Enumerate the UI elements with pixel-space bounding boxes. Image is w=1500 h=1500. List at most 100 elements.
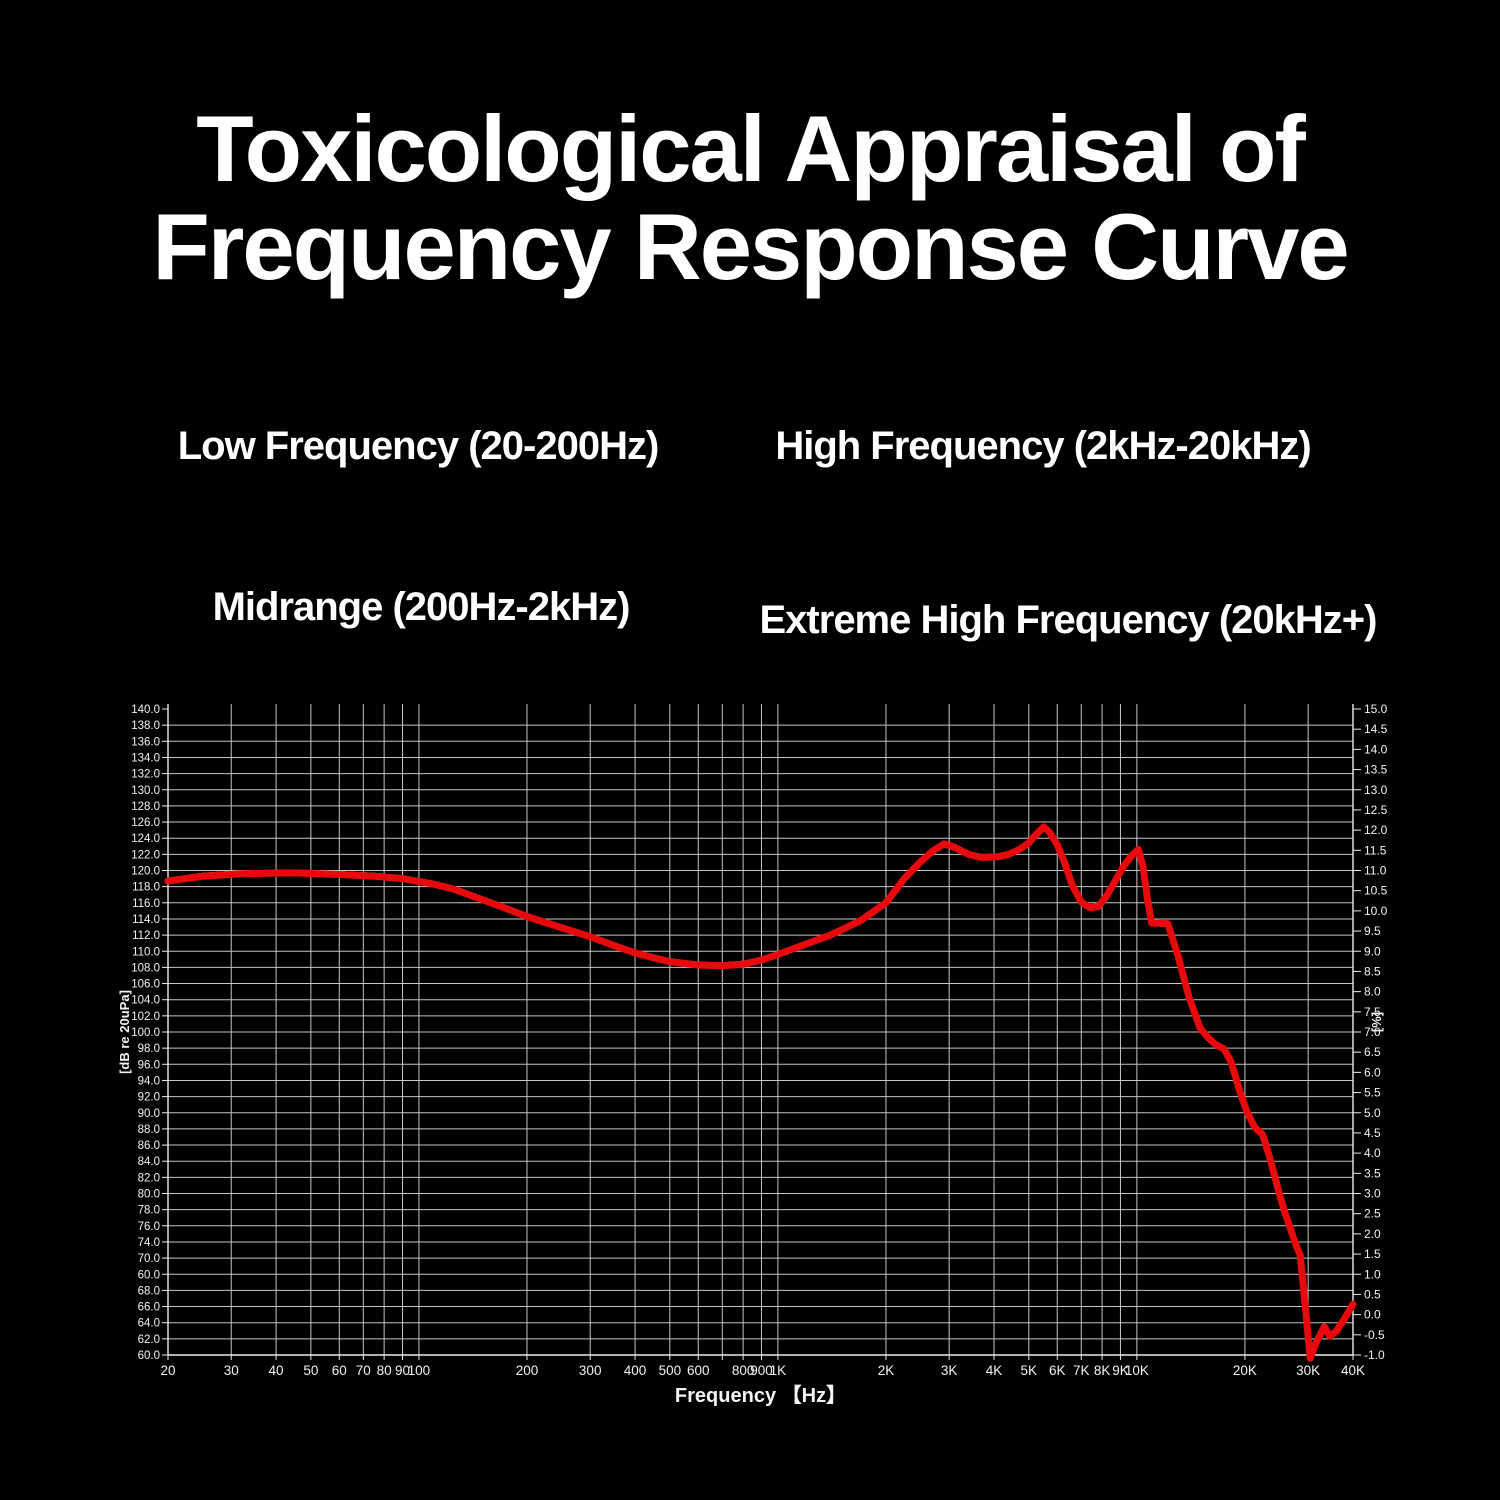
y-left-tick-label: 78.0	[138, 1205, 160, 1217]
y-left-tick-label: 80.0	[138, 1189, 160, 1201]
y-left-tick-label: 104.0	[131, 995, 160, 1007]
y-right-tick-label: 7.0	[1364, 1025, 1381, 1039]
x-tick-label: 9K	[1112, 1363, 1129, 1378]
y-left-tick-label: 98.0	[138, 1043, 160, 1055]
y-right-tick-label: 2.5	[1364, 1207, 1381, 1221]
x-tick-label: 10K	[1125, 1363, 1149, 1378]
x-tick-label: 30	[224, 1363, 239, 1378]
y-right-tick-label: 0.5	[1364, 1287, 1381, 1301]
chart-spines	[167, 704, 1354, 1356]
y-left-tick-label: 76.0	[138, 1221, 160, 1233]
y-right-tick-label: 12.0	[1364, 823, 1388, 837]
y-left-tick-label: 102.0	[131, 1011, 160, 1023]
y-left-tick-label: 126.0	[131, 817, 160, 829]
y-right-tick-label: 3.0	[1364, 1187, 1381, 1201]
x-tick-label: 70	[356, 1363, 371, 1378]
y-left-tick-label: 132.0	[131, 769, 160, 781]
y-left-tick-label: 64.0	[138, 1318, 160, 1330]
y-left-tick-label: 70.0	[138, 1253, 160, 1265]
axis-titles: Frequency 【Hz】 [dB re 20uPa] [%]	[117, 990, 1384, 1407]
y-left-tick-label: 118.0	[132, 882, 160, 894]
frequency-response-curve	[164, 823, 1357, 1362]
y-right-tick-label: 13.0	[1364, 783, 1388, 797]
band-label-midrange: Midrange (200Hz-2kHz)	[212, 585, 631, 629]
x-tick-label: 90	[395, 1363, 410, 1378]
x-tick-label: 8K	[1094, 1363, 1111, 1378]
band-label-high-frequency: High Frequency (2kHz-20kHz)	[775, 424, 1311, 468]
y-right-tick-label: -1.0	[1364, 1348, 1385, 1362]
x-tick-label: 500	[659, 1363, 682, 1378]
y-right-tick-label: 4.5	[1364, 1126, 1381, 1140]
x-tick-label: 20	[160, 1363, 175, 1378]
x-tick-label: 3K	[941, 1363, 958, 1378]
y-right-tick-label: 14.5	[1364, 722, 1388, 736]
page-title-line1: Toxicological Appraisal of	[196, 96, 1306, 201]
y-left-tick-label: 66.0	[138, 1302, 160, 1314]
y-right-tick-label: 11.5	[1364, 843, 1387, 857]
y-left-tick-label: 140.0	[131, 704, 160, 716]
y-right-tick-label: 5.0	[1364, 1106, 1381, 1120]
y-left-tick-label: 94.0	[138, 1075, 160, 1087]
x-tick-label: 50	[303, 1363, 318, 1378]
x-tick-label: 20K	[1233, 1363, 1257, 1378]
y-right-tick-label: 3.5	[1364, 1166, 1381, 1180]
x-tick-label: 800	[732, 1363, 755, 1378]
y-right-tick-label: -0.5	[1364, 1328, 1385, 1342]
x-tick-label: 4K	[986, 1363, 1003, 1378]
y-left-tick-label: 110.0	[132, 946, 160, 958]
band-label-low-frequency: Low Frequency (20-200Hz)	[177, 424, 660, 468]
x-tick-label: 300	[579, 1363, 602, 1378]
x-tick-label: 40	[269, 1363, 284, 1378]
y-left-tick-label: 60.0	[138, 1269, 160, 1281]
y-left-tick-label: 100.0	[131, 1027, 160, 1039]
y-left-tick-label: 134.0	[131, 752, 160, 764]
page-title: Toxicological Appraisal of Frequency Res…	[0, 100, 1500, 296]
y-left-tick-label: 130.0	[131, 785, 160, 797]
y-left-tick-label: 82.0	[138, 1172, 160, 1184]
chart-grid	[167, 704, 1354, 1356]
y-right-tick-label: 8.0	[1364, 985, 1381, 999]
y-left-tick-label: 112.0	[132, 930, 160, 942]
y-right-tick-label: 10.0	[1364, 904, 1388, 918]
y-left-tick-label: 128.0	[131, 801, 160, 813]
x-tick-label: 2K	[878, 1363, 895, 1378]
axis-tick-labels: 140.0 138.0 136.0 134.0 132.0 130.0 128.0 126.0…	[131, 702, 1387, 1378]
y-left-tick-label: 122.0	[131, 849, 160, 861]
y-left-tick-label: 68.0	[138, 1285, 160, 1297]
x-tick-label: 6K	[1049, 1363, 1066, 1378]
y-right-tick-label: 1.5	[1364, 1247, 1381, 1261]
y-right-tick-label: 6.0	[1364, 1065, 1381, 1079]
y-left-tick-label: 116.0	[132, 898, 160, 910]
y-left-tick-label: 74.0	[138, 1237, 160, 1249]
y-left-tick-label: 106.0	[131, 979, 160, 991]
y-right-tick-label: 10.5	[1364, 884, 1388, 898]
x-tick-label: 900	[750, 1363, 773, 1378]
y-axis-title-right: [%]	[1369, 1012, 1384, 1032]
y-left-tick-label: 114.0	[132, 914, 160, 926]
x-tick-label: 80	[377, 1363, 392, 1378]
band-label-extreme-high-frequency: Extreme High Frequency (20kHz+)	[759, 598, 1378, 642]
x-tick-label: 400	[624, 1363, 647, 1378]
y-left-tick-label: 60.0	[138, 1350, 160, 1362]
y-left-tick-label: 84.0	[138, 1156, 160, 1168]
y-left-tick-label: 120.0	[131, 866, 160, 878]
y-right-tick-label: 12.5	[1364, 803, 1388, 817]
y-left-tick-label: 136.0	[131, 736, 160, 748]
y-right-tick-label: 14.0	[1364, 742, 1388, 756]
y-axis-title-left: [dB re 20uPa]	[117, 990, 132, 1074]
y-right-tick-label: 9.0	[1364, 944, 1381, 958]
y-right-tick-label: 5.5	[1364, 1086, 1381, 1100]
y-left-tick-label: 90.0	[138, 1108, 160, 1120]
x-tick-label: 200	[516, 1363, 539, 1378]
x-axis-title: Frequency 【Hz】	[675, 1384, 846, 1407]
y-right-tick-label: 6.5	[1364, 1045, 1381, 1059]
y-left-tick-label: 96.0	[138, 1059, 160, 1071]
y-right-tick-label: 8.5	[1364, 964, 1381, 978]
x-tick-label: 60	[332, 1363, 347, 1378]
y-right-tick-label: 2.0	[1364, 1227, 1381, 1241]
y-right-tick-label: 11.0	[1364, 864, 1387, 878]
y-right-tick-label: 0.0	[1364, 1308, 1381, 1322]
y-left-tick-label: 92.0	[138, 1092, 160, 1104]
